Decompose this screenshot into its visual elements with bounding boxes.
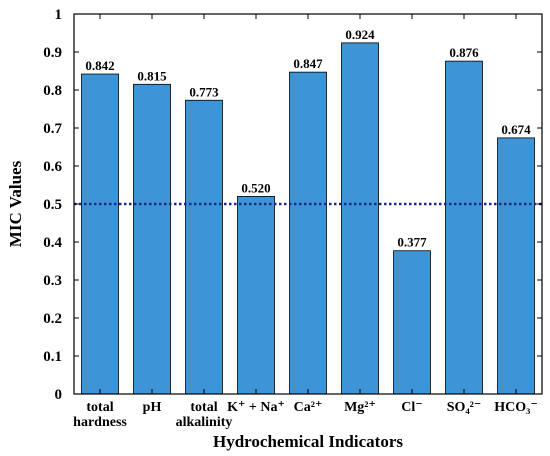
y-tick-label: 0.2 — [43, 311, 62, 327]
data-labels: 0.842 0.815 0.773 0.520 0.847 0.924 0.377 0.876… — [85, 27, 531, 250]
x-category-label: total hardness — [73, 400, 127, 430]
y-ticks — [74, 13, 542, 395]
x-category-label: Ca²⁺ — [294, 400, 323, 415]
bar — [133, 83, 171, 395]
bar-value-label: 0.773 — [189, 84, 219, 99]
x-category-label: Cl⁻ — [401, 400, 422, 415]
y-tick-label: 0.7 — [43, 121, 62, 137]
bar — [445, 60, 483, 395]
bar-value-label: 0.674 — [501, 122, 531, 137]
bar — [341, 42, 379, 395]
bar — [81, 73, 119, 395]
y-tick-label: 0.4 — [43, 235, 62, 251]
y-tick-label: 0 — [55, 387, 63, 403]
x-category-label: Mg²⁺ — [344, 400, 376, 415]
y-tick-labels: 0 0.1 0.2 0.3 0.4 0.5 0.6 0.7 0.8 0.9 1 — [43, 7, 62, 403]
bar-value-label: 0.842 — [85, 58, 114, 73]
y-tick-label: 0.8 — [43, 83, 62, 99]
y-tick-label: 0.5 — [43, 197, 62, 213]
x-category-label: K⁺ + Na⁺ — [227, 400, 285, 415]
bar-value-label: 0.377 — [397, 235, 427, 250]
y-tick-label: 0.3 — [43, 273, 62, 289]
bars-group — [81, 42, 535, 395]
bar — [393, 250, 431, 395]
bar-value-label: 0.876 — [449, 45, 479, 60]
bar-value-label: 0.847 — [293, 56, 323, 71]
x-category-label: SO₄²⁻ — [447, 400, 481, 415]
y-axis-title: MIC Values — [6, 160, 25, 247]
bar-value-label: 0.924 — [345, 27, 375, 42]
y-tick-label: 0.9 — [43, 45, 62, 61]
bar — [497, 137, 535, 395]
y-tick-label: 1 — [55, 7, 63, 23]
y-tick-label: 0.1 — [43, 349, 62, 365]
x-category-label: total alkalinity — [176, 400, 233, 430]
y-tick-label: 0.6 — [43, 159, 62, 175]
x-category-label: pH — [143, 400, 162, 415]
bar-value-label: 0.815 — [137, 68, 167, 83]
bar — [237, 195, 275, 395]
x-category-label: HCO₃⁻ — [494, 400, 537, 415]
bar — [289, 71, 327, 395]
bar — [185, 99, 223, 395]
bar-value-label: 0.520 — [241, 180, 270, 195]
x-axis-title: Hydrochemical Indicators — [213, 432, 403, 451]
